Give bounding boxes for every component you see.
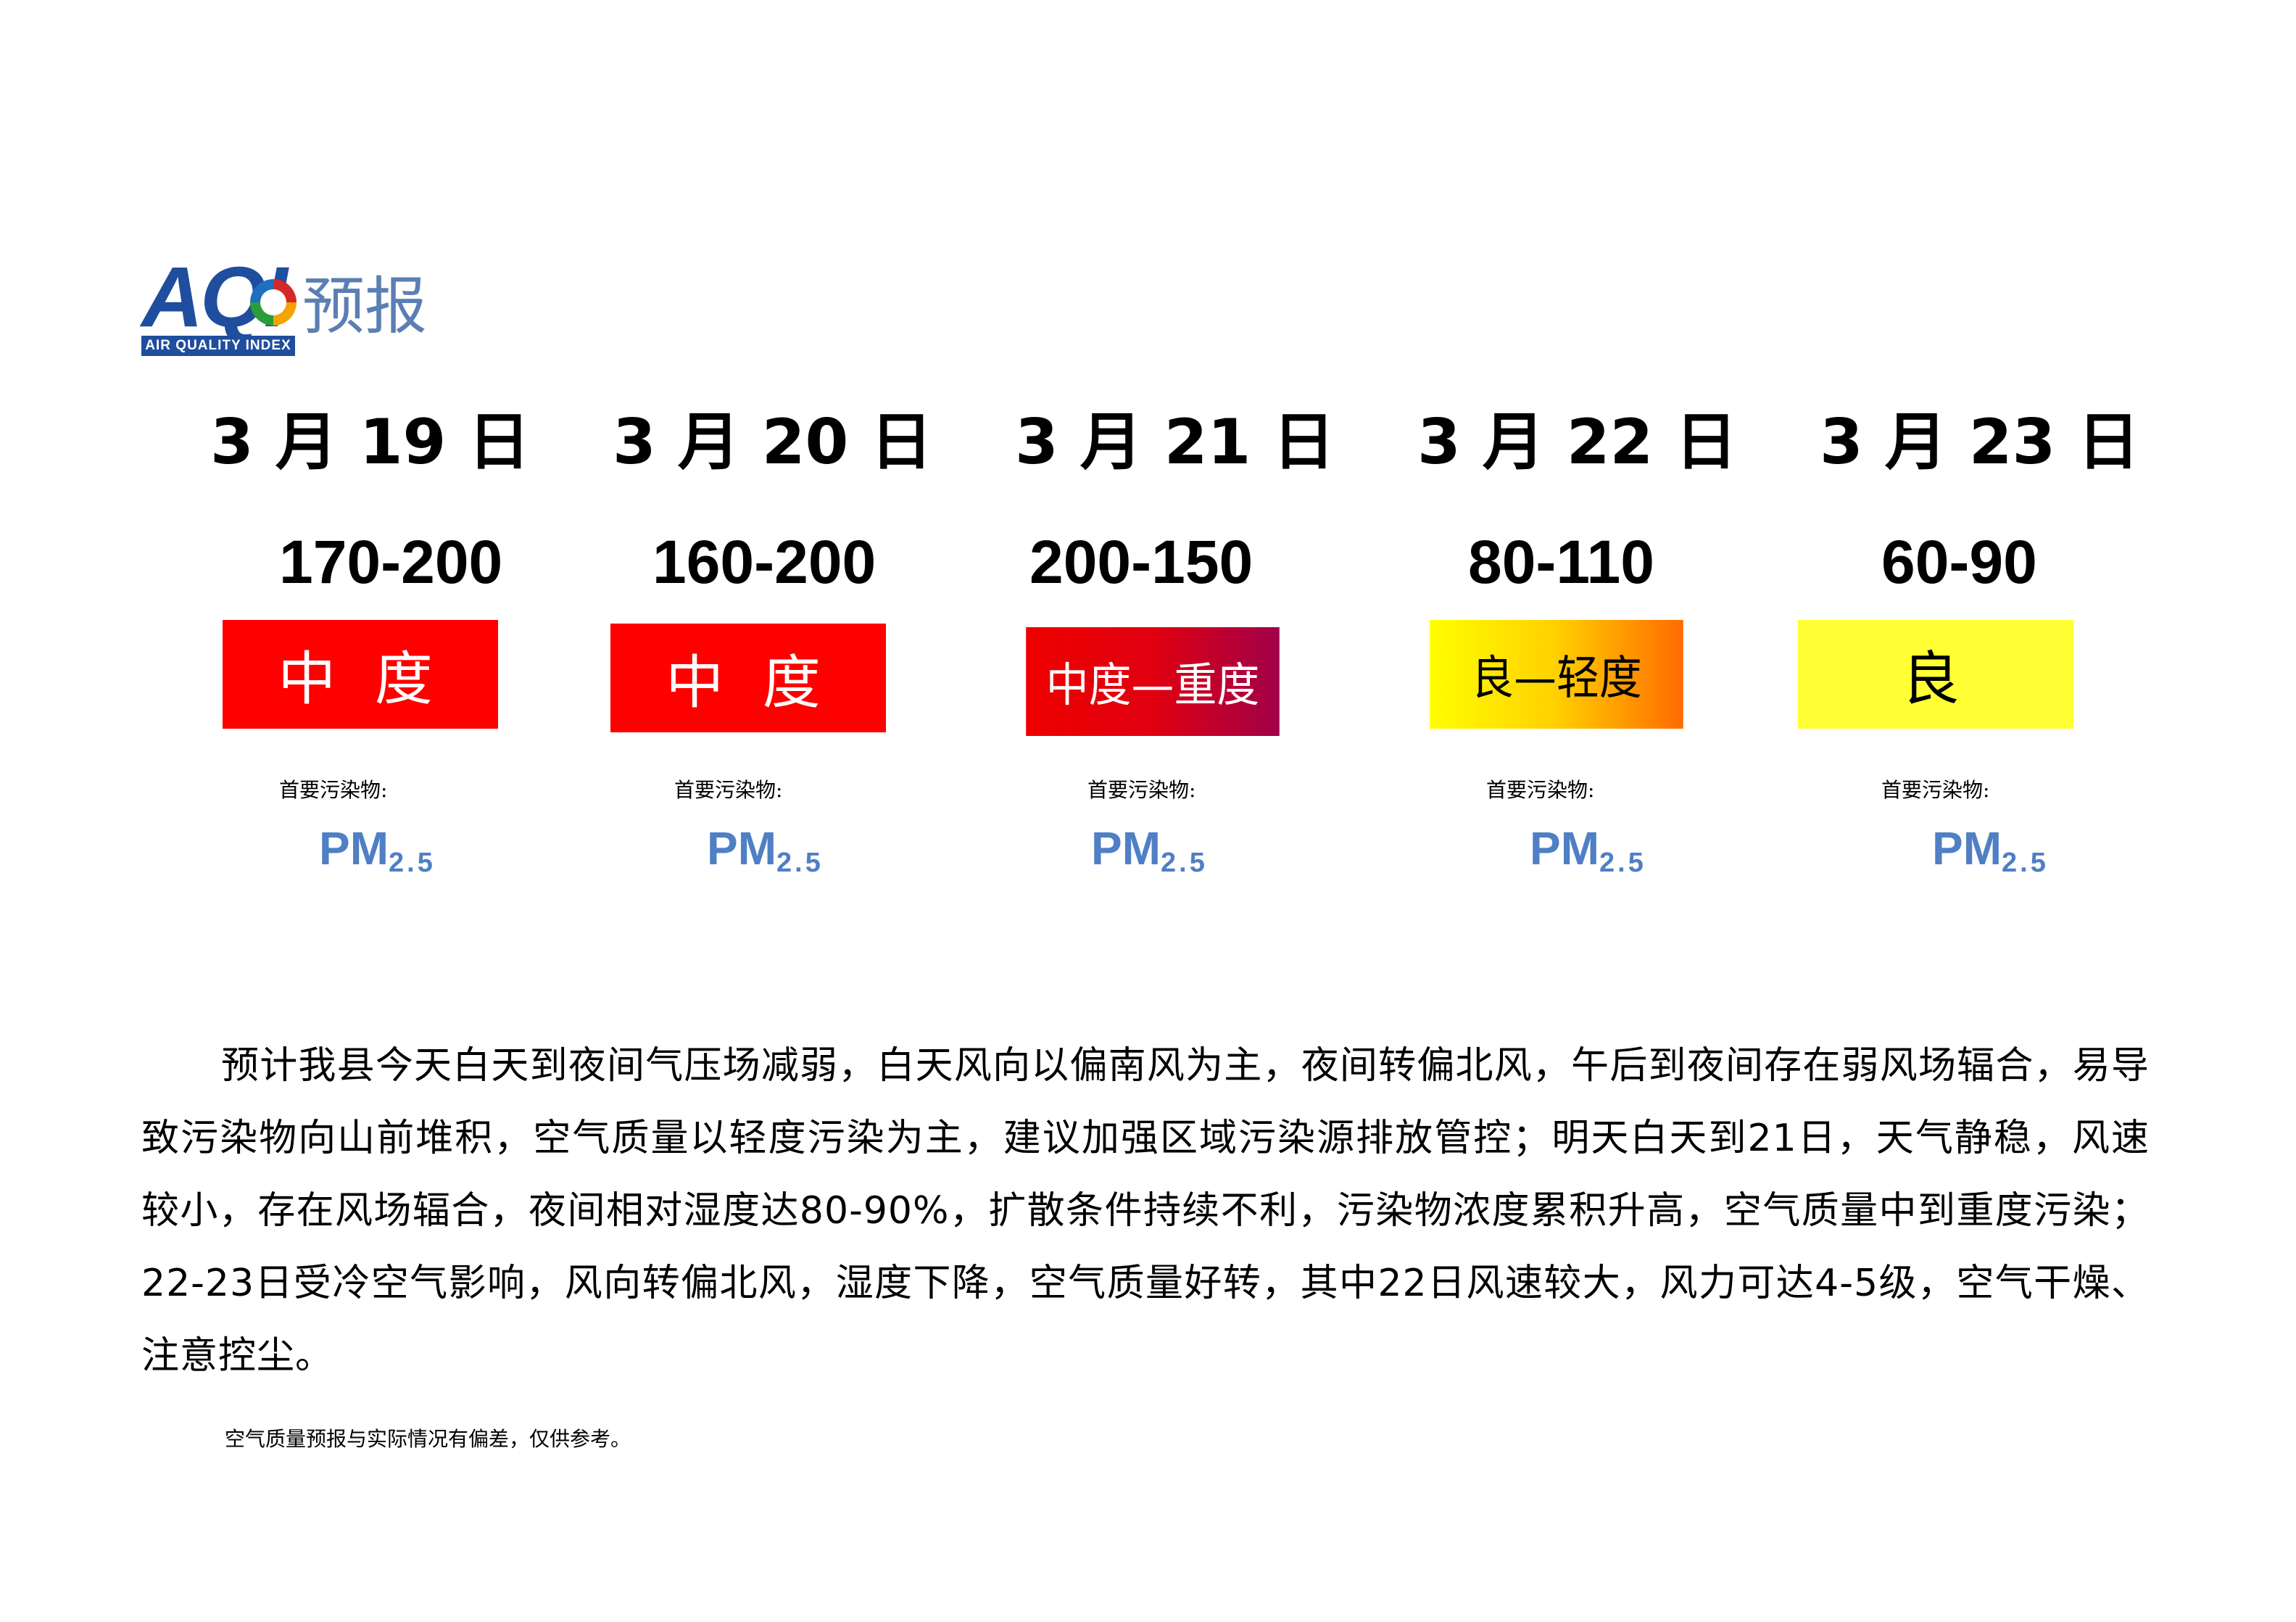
forecast-description: 预计我县今天白天到夜间气压场减弱，白天风向以偏南风为主，夜间转偏北风，午后到夜间…	[141, 1044, 2150, 1378]
aqi-range: 200-150	[1029, 528, 1253, 596]
page-title: 预报	[302, 270, 427, 343]
primary-pollutant-label: 首要污染物:	[1486, 778, 1595, 802]
pollution-level-badge: 中 度	[223, 620, 498, 729]
pollution-level-badge: 中度—重度	[1026, 627, 1280, 736]
primary-pollutant: PM2.5	[319, 822, 436, 878]
forecast-day-3: 3 月 21 日 200-150 中度—重度 首要污染物: PM2.5	[1015, 402, 1421, 910]
aqi-range: 80-110	[1468, 528, 1654, 596]
aqi-logo-band: AIR QUALITY INDEX	[141, 336, 295, 356]
disclaimer-note: 空气质量预报与实际情况有偏差，仅供参考。	[225, 1427, 631, 1451]
primary-pollutant-label: 首要污染物:	[1881, 778, 1990, 802]
pollution-level-badge: 中 度	[610, 624, 886, 732]
pollution-level-badge: 良	[1798, 620, 2073, 729]
forecast-day-4: 3 月 22 日 80-110 良—轻度 首要污染物: PM2.5	[1417, 402, 1823, 910]
primary-pollutant: PM2.5	[1091, 822, 1208, 878]
primary-pollutant: PM2.5	[1932, 822, 2049, 878]
primary-pollutant-label: 首要污染物:	[279, 778, 388, 802]
primary-pollutant-label: 首要污染物:	[674, 778, 783, 802]
globe-icon	[250, 279, 297, 326]
primary-pollutant: PM2.5	[1530, 822, 1646, 878]
aqi-range: 170-200	[279, 528, 503, 596]
forecast-date: 3 月 21 日	[1015, 406, 1335, 479]
pollution-level-badge: 良—轻度	[1430, 620, 1683, 729]
forecast-day-1: 3 月 19 日 170-200 中 度 首要污染物: PM2.5	[210, 402, 616, 910]
forecast-date: 3 月 22 日	[1417, 406, 1738, 479]
primary-pollutant: PM2.5	[707, 822, 824, 878]
forecast-date: 3 月 19 日	[210, 406, 531, 479]
forecast-day-2: 3 月 20 日 160-200 中 度 首要污染物: PM2.5	[610, 402, 1019, 910]
forecast-day-5: 3 月 23 日 60-90 良 首要污染物: PM2.5	[1798, 402, 2226, 910]
forecast-date: 3 月 20 日	[613, 406, 933, 479]
aqi-logo: AQI AIR QUALITY INDEX 预报	[141, 255, 460, 359]
primary-pollutant-label: 首要污染物:	[1087, 778, 1196, 802]
aqi-range: 60-90	[1881, 528, 2037, 596]
aqi-range: 160-200	[652, 528, 876, 596]
forecast-date: 3 月 23 日	[1820, 406, 2140, 479]
